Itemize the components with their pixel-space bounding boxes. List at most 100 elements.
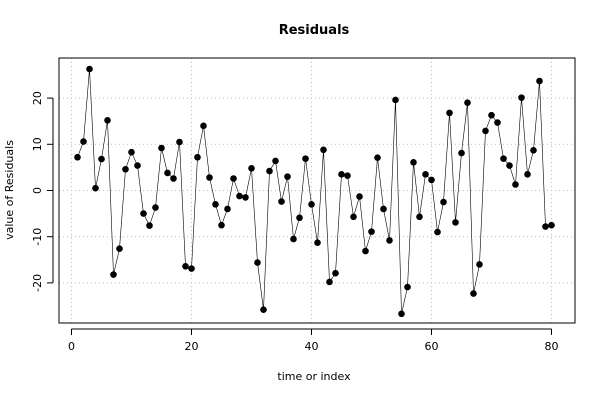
data-point-75 [518,94,525,101]
data-point-68 [476,261,483,268]
data-point-15 [158,144,165,152]
data-point-57 [410,159,417,166]
data-point-3 [86,65,93,73]
data-point-66 [464,99,471,107]
data-point-1 [74,153,81,161]
data-point-28 [236,192,243,200]
data-point-33 [266,167,273,175]
x-tick-label-4: 80 [545,340,559,353]
x-tick-label-3: 60 [425,340,439,353]
data-point-37 [290,235,297,243]
data-point-59 [422,171,429,178]
data-point-24 [212,201,219,208]
data-point-79 [542,223,549,230]
data-point-53 [386,237,393,244]
data-point-5 [98,155,105,163]
y-tick-label-2: 0 [31,187,44,194]
data-point-34 [272,157,279,165]
x-axis: 0 20 40 60 80 [68,328,559,353]
data-point-25 [218,221,225,229]
chart-title: Residuals [279,23,350,38]
y-tick-label-0: -20 [31,274,44,292]
x-tick-label-0: 0 [68,340,75,353]
data-point-49 [362,247,369,255]
data-point-6 [104,116,111,124]
data-point-72 [500,155,507,162]
data-point-2 [80,138,87,145]
data-point-8 [116,245,123,253]
data-point-4 [92,184,99,192]
data-point-48 [356,193,363,200]
x-axis-label: time or index [277,370,351,383]
grid [59,58,575,323]
data-point-19 [182,262,189,270]
data-point-76 [524,171,531,178]
data-point-26 [224,205,231,213]
x-tick-label-2: 40 [305,340,319,353]
data-point-65 [458,149,465,157]
data-point-36 [284,173,291,180]
data-point-21 [194,153,201,161]
data-point-7 [110,271,117,278]
data-point-64 [452,219,459,226]
x-tick-label-1: 20 [185,340,199,353]
data-point-46 [344,172,351,180]
residuals-line [77,68,552,314]
series-line [77,68,552,314]
data-point-50 [368,228,375,235]
data-points [74,65,555,318]
data-point-13 [146,222,153,229]
data-point-43 [326,278,333,286]
plot-frame [58,57,576,324]
y-tick-label-4: 20 [31,91,44,105]
y-axis: -20 -10 0 10 20 [31,91,54,292]
data-point-56 [404,283,411,291]
data-point-12 [140,210,147,217]
data-point-16 [164,169,171,177]
data-point-41 [314,239,321,247]
data-point-27 [230,175,237,182]
data-point-71 [494,119,501,126]
data-point-31 [254,259,261,266]
data-point-78 [536,77,543,85]
data-point-10 [128,148,135,156]
data-point-39 [302,155,309,162]
data-point-42 [320,146,327,154]
data-point-70 [488,111,495,119]
data-point-61 [434,228,441,236]
y-tick-label-1: -10 [31,228,44,246]
data-point-17 [170,175,177,182]
data-point-9 [122,165,129,173]
data-point-54 [392,96,399,104]
data-point-47 [350,213,357,221]
data-point-44 [332,269,339,277]
data-point-40 [308,201,315,208]
data-point-58 [416,213,423,221]
data-point-20 [188,265,195,272]
data-point-63 [446,109,453,117]
data-point-29 [242,194,249,201]
data-point-22 [200,122,207,130]
data-point-52 [380,205,387,213]
data-point-60 [428,176,435,184]
data-point-45 [338,171,345,178]
data-point-55 [398,310,405,318]
y-tick-label-3: 10 [31,137,44,151]
data-point-30 [248,165,255,172]
data-point-73 [506,162,513,169]
data-point-11 [134,162,141,169]
data-point-18 [176,138,183,146]
data-point-69 [482,127,489,135]
data-point-62 [440,198,447,206]
data-point-23 [206,174,213,181]
data-point-67 [470,290,477,297]
y-axis-label: value of Residuals [3,140,16,240]
data-point-51 [374,154,381,161]
data-point-32 [260,306,267,313]
data-point-80 [548,221,555,229]
data-point-35 [278,198,285,205]
data-point-74 [512,181,519,188]
data-point-38 [296,214,303,222]
data-point-77 [530,147,537,154]
